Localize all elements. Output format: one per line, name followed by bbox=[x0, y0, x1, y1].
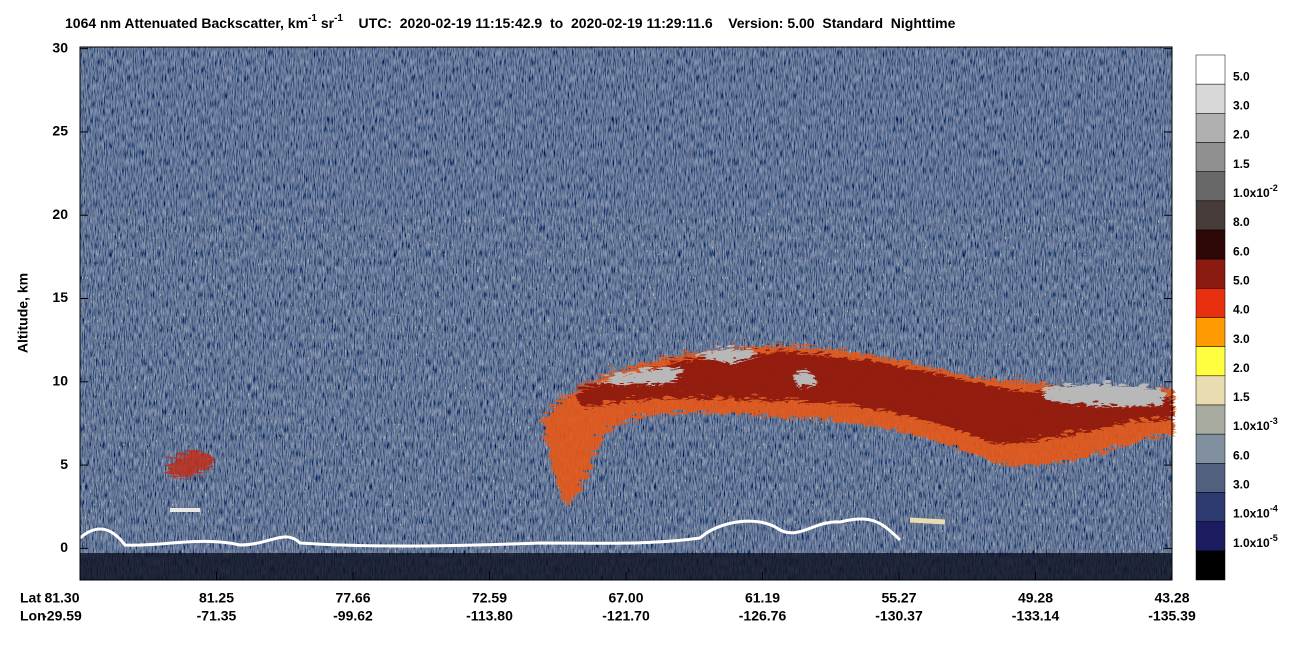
x-row-name: Lon bbox=[20, 608, 46, 624]
colorbar-cell bbox=[1195, 550, 1226, 581]
colorbar-cell bbox=[1195, 317, 1226, 347]
colorbar-label-exponent: -4 bbox=[1270, 504, 1278, 514]
colorbar-label: 5.0 bbox=[1233, 274, 1250, 288]
colorbar-label-base: 1.0x10 bbox=[1233, 536, 1270, 550]
colorbar-label-exponent: -3 bbox=[1270, 417, 1278, 427]
colorbar-cell bbox=[1195, 171, 1226, 202]
x-tick-label: -71.35 bbox=[197, 608, 237, 624]
colorbar-label: 6.0 bbox=[1233, 449, 1250, 463]
colorbar-label-exponent: -5 bbox=[1270, 533, 1278, 543]
colorbar-cell bbox=[1195, 229, 1226, 260]
colorbar-label: 1.5 bbox=[1233, 157, 1250, 171]
title-text: UTC: 2020-02-19 11:15:42.9 to 2020-02-19… bbox=[343, 15, 956, 31]
colorbar-label: 2.0 bbox=[1233, 128, 1250, 142]
colorbar-cell bbox=[1195, 404, 1226, 435]
x-tick-label: 61.19 bbox=[745, 590, 780, 606]
x-tick-label: 72.59 bbox=[472, 590, 507, 606]
colorbar-label-base: 1.0x10 bbox=[1233, 419, 1270, 433]
colorbar-cell bbox=[1195, 433, 1226, 464]
colorbar-cell bbox=[1195, 346, 1226, 377]
colorbar-label: 1.0x10-5 bbox=[1233, 533, 1278, 550]
x-tick-label: 43.28 bbox=[1154, 590, 1189, 606]
y-tick-label: 20 bbox=[52, 206, 68, 222]
colorbar-cell bbox=[1195, 258, 1226, 289]
x-tick-label: 81.30 bbox=[44, 590, 79, 606]
y-tick-label: 15 bbox=[52, 289, 68, 305]
colorbar-cell bbox=[1195, 463, 1226, 493]
colorbar-label: 8.0 bbox=[1233, 215, 1250, 229]
colorbar-label: 1.0x10-3 bbox=[1233, 417, 1278, 434]
colorbar-cell bbox=[1195, 113, 1226, 143]
colorbar-label: 6.0 bbox=[1233, 244, 1250, 258]
colorbar-cell bbox=[1195, 492, 1226, 522]
colorbar-cell bbox=[1195, 521, 1226, 552]
colorbar-label-base: 1.0x10 bbox=[1233, 186, 1270, 200]
x-tick-label: -113.80 bbox=[466, 608, 513, 624]
colorbar-cell bbox=[1195, 200, 1226, 231]
colorbar-cell bbox=[1195, 375, 1226, 406]
colorbar-label: 3.0 bbox=[1233, 99, 1250, 113]
x-tick-label: 49.28 bbox=[1018, 590, 1053, 606]
x-tick-label: 81.25 bbox=[199, 590, 234, 606]
colorbar-label: 3.0 bbox=[1233, 332, 1250, 346]
x-tick-label: 67.00 bbox=[608, 590, 643, 606]
x-tick-label: -133.14 bbox=[1012, 608, 1060, 624]
title-text: sr bbox=[317, 15, 335, 31]
colorbar-cell bbox=[1195, 83, 1226, 114]
y-tick-label: 0 bbox=[60, 539, 68, 555]
title-text: 1064 nm Attenuated Backscatter, km bbox=[65, 15, 308, 31]
x-tick-label: -29.59 bbox=[42, 608, 82, 624]
colorbar-label: 1.0x10-4 bbox=[1233, 504, 1278, 521]
y-tick-label: 10 bbox=[52, 372, 68, 388]
x-tick-label: -121.70 bbox=[602, 608, 650, 624]
chart-title: 1064 nm Attenuated Backscatter, km-1 sr-… bbox=[65, 13, 956, 31]
y-tick-label: 5 bbox=[60, 456, 68, 472]
x-row-name: Lat bbox=[20, 590, 41, 606]
title-superscript: -1 bbox=[334, 13, 343, 24]
x-tick-label: -135.39 bbox=[1148, 608, 1196, 624]
colorbar-cell bbox=[1195, 142, 1226, 172]
x-tick-label: -99.62 bbox=[333, 608, 373, 624]
colorbar-label-base: 1.0x10 bbox=[1233, 507, 1270, 521]
x-tick-label: -126.76 bbox=[739, 608, 787, 624]
x-tick-label: 55.27 bbox=[881, 590, 916, 606]
colorbar-cell bbox=[1195, 288, 1226, 318]
colorbar: 5.03.02.01.51.0x10-28.06.05.04.03.02.01.… bbox=[1195, 54, 1278, 581]
x-tick-label: -130.37 bbox=[875, 608, 923, 624]
y-axis-label: Altitude, km bbox=[15, 273, 31, 353]
heatmap-texture bbox=[79, 47, 1172, 580]
colorbar-label: 2.0 bbox=[1233, 361, 1250, 375]
colorbar-label: 1.5 bbox=[1233, 390, 1250, 404]
colorbar-cell bbox=[1195, 54, 1226, 85]
colorbar-label-exponent: -2 bbox=[1270, 183, 1278, 193]
colorbar-label: 1.0x10-2 bbox=[1233, 183, 1278, 200]
colorbar-label: 5.0 bbox=[1233, 69, 1250, 83]
colorbar-label: 3.0 bbox=[1233, 478, 1250, 492]
x-tick-label: 77.66 bbox=[335, 590, 370, 606]
y-tick-label: 25 bbox=[52, 123, 68, 139]
y-tick-label: 30 bbox=[52, 39, 68, 55]
title-superscript: -1 bbox=[308, 13, 317, 24]
colorbar-label: 4.0 bbox=[1233, 303, 1250, 317]
